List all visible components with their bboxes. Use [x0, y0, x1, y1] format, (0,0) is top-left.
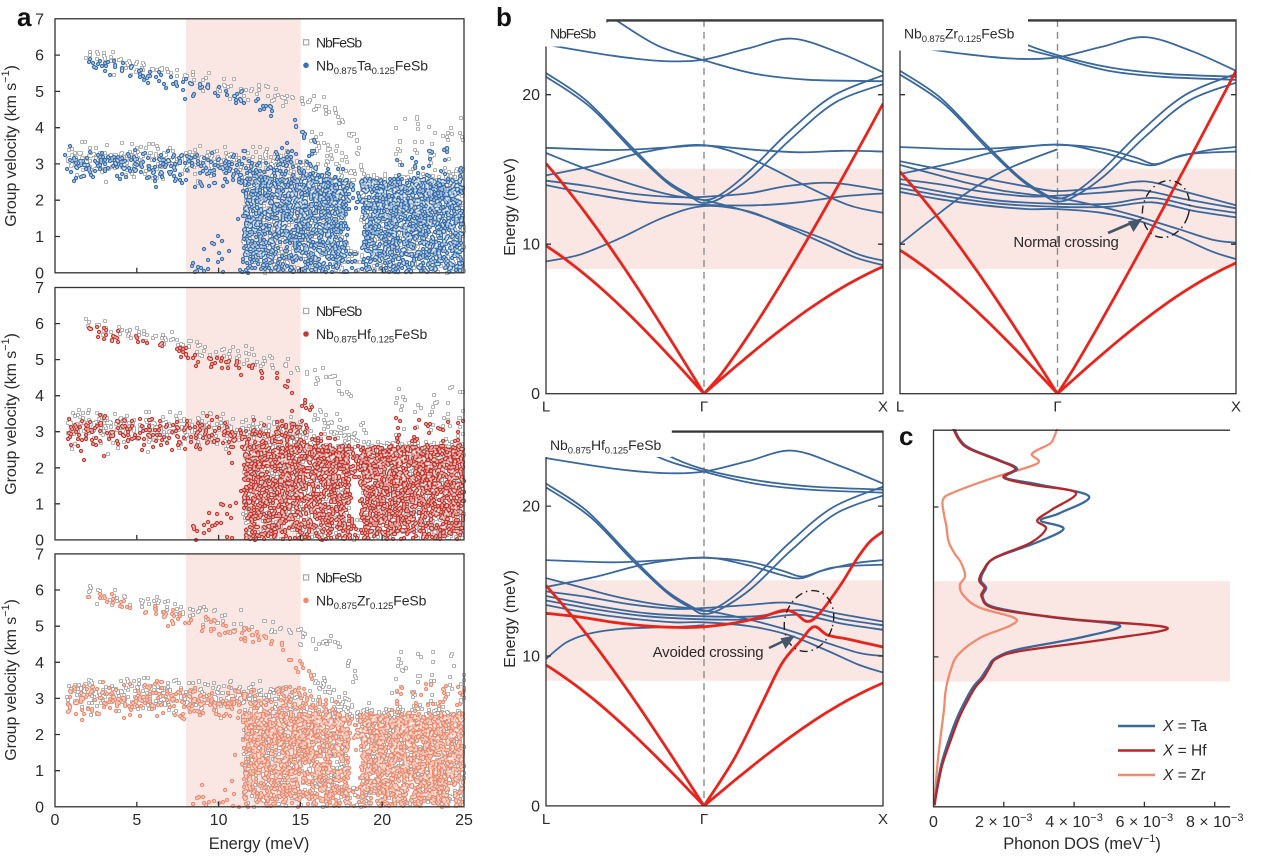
svg-text:Nb0.875Ta0.125FeSb: Nb0.875Ta0.125FeSb: [316, 57, 428, 77]
svg-text:5: 5: [132, 812, 141, 829]
svg-text:7: 7: [35, 546, 44, 563]
svg-text:4: 4: [35, 120, 44, 137]
svg-text:Group velocity (km s−1): Group velocity (km s−1): [0, 333, 20, 494]
svg-text:8 × 10−3: 8 × 10−3: [1186, 812, 1243, 831]
svg-text:0: 0: [35, 532, 44, 549]
svg-text:2: 2: [35, 727, 44, 744]
svg-text:2: 2: [35, 193, 44, 210]
svg-text:a: a: [17, 2, 32, 32]
svg-text:4: 4: [35, 388, 44, 405]
svg-text:2: 2: [35, 460, 44, 477]
svg-text:20: 20: [373, 812, 391, 829]
svg-text:4: 4: [35, 655, 44, 672]
svg-text:b: b: [496, 2, 512, 32]
svg-text:10: 10: [522, 237, 540, 254]
svg-text:NbFeSb: NbFeSb: [316, 303, 362, 319]
svg-text:1: 1: [35, 763, 44, 780]
svg-text:20: 20: [522, 87, 540, 104]
svg-text:NbFeSb: NbFeSb: [550, 26, 596, 42]
svg-text:Group velocity (km s−1): Group velocity (km s−1): [0, 65, 20, 226]
svg-text:X: X: [1231, 399, 1241, 416]
svg-text:Γ: Γ: [700, 811, 708, 828]
svg-text:Normal crossing: Normal crossing: [1013, 234, 1118, 251]
svg-text:c: c: [899, 421, 913, 451]
svg-text:Energy (meV): Energy (meV): [502, 570, 519, 668]
svg-text:5: 5: [35, 84, 44, 101]
svg-text:25: 25: [455, 812, 473, 829]
svg-text:NbFeSb: NbFeSb: [316, 569, 362, 585]
svg-text:1: 1: [35, 496, 44, 513]
svg-text:0: 0: [929, 814, 938, 831]
svg-text:6 × 10−3: 6 × 10−3: [1116, 812, 1173, 831]
svg-text:NbFeSb: NbFeSb: [316, 34, 362, 50]
svg-text:3: 3: [35, 691, 44, 708]
svg-text:Energy (meV): Energy (meV): [502, 158, 519, 256]
svg-text:Avoided crossing: Avoided crossing: [653, 644, 764, 661]
svg-text:7: 7: [35, 280, 44, 297]
svg-text:Phonon DOS (meV−1): Phonon DOS (meV−1): [1003, 833, 1160, 853]
svg-text:4 × 10−3: 4 × 10−3: [1045, 812, 1102, 831]
svg-text:6: 6: [35, 316, 44, 333]
svg-text:2 × 10−3: 2 × 10−3: [975, 812, 1032, 831]
svg-text:Energy (meV): Energy (meV): [209, 835, 310, 853]
svg-text:6: 6: [35, 583, 44, 600]
svg-text:20: 20: [522, 499, 540, 516]
svg-text:5: 5: [35, 352, 44, 369]
svg-text:X = Ta: X = Ta: [1162, 718, 1207, 735]
svg-text:10: 10: [210, 812, 228, 829]
svg-text:X: X: [878, 399, 888, 416]
svg-text:0: 0: [35, 265, 44, 282]
svg-text:6: 6: [35, 48, 44, 65]
svg-text:0: 0: [531, 386, 540, 403]
svg-text:L: L: [542, 811, 550, 828]
svg-text:X = Zr: X = Zr: [1162, 767, 1206, 784]
svg-text:0: 0: [531, 798, 540, 815]
svg-text:5: 5: [35, 619, 44, 636]
svg-text:10: 10: [522, 649, 540, 666]
svg-text:3: 3: [35, 156, 44, 173]
svg-text:L: L: [896, 399, 904, 416]
svg-text:X = Hf: X = Hf: [1162, 743, 1207, 760]
svg-text:7: 7: [35, 11, 44, 28]
svg-text:L: L: [542, 399, 550, 416]
svg-text:Nb0.875Hf0.125FeSb: Nb0.875Hf0.125FeSb: [316, 326, 427, 346]
svg-text:0: 0: [51, 812, 60, 829]
svg-text:15: 15: [292, 812, 310, 829]
svg-text:1: 1: [35, 229, 44, 246]
svg-text:Γ: Γ: [1053, 399, 1061, 416]
svg-text:X: X: [878, 811, 888, 828]
svg-text:0: 0: [35, 799, 44, 816]
svg-text:3: 3: [35, 424, 44, 441]
svg-text:Γ: Γ: [700, 399, 708, 416]
svg-text:Group velocity (km s−1): Group velocity (km s−1): [0, 599, 20, 760]
